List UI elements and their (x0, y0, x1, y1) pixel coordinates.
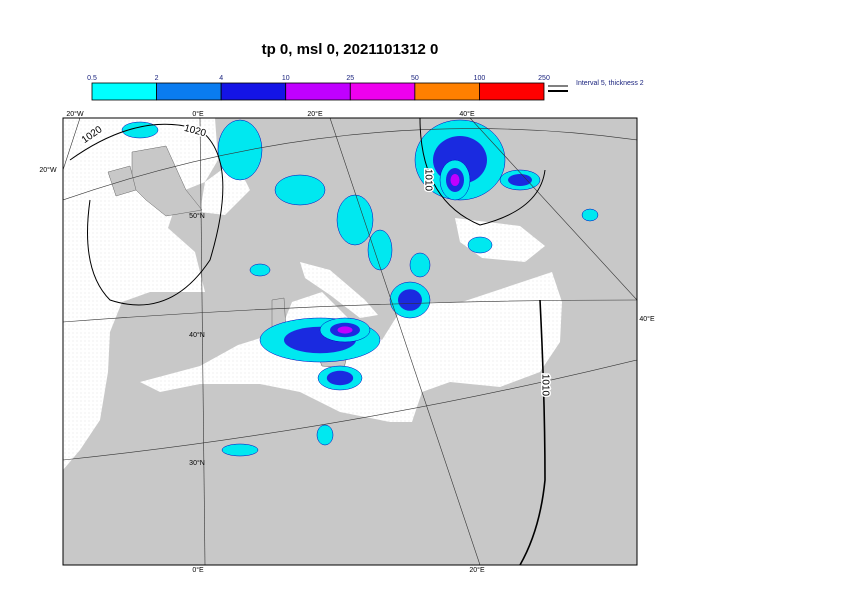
precip-area (467, 236, 493, 254)
precip-peak (337, 326, 353, 334)
precip-area (121, 121, 159, 139)
colorbar-box (91, 82, 157, 101)
precip-area (274, 174, 326, 206)
colorbar: 0.5 2 4 10 25 50 100 250 (87, 75, 550, 101)
lon-label: 0°E (192, 566, 204, 574)
lat-label: 40°E (639, 315, 655, 323)
title: tp 0, msl 0, 2021101312 0 (262, 41, 439, 58)
isobar-label: 1010 (422, 169, 433, 192)
precipitation (121, 119, 599, 457)
colorbar-label: 10 (282, 75, 290, 82)
map (63, 118, 637, 565)
lon-label: 0°E (192, 110, 204, 118)
colorbar-label: 250 (538, 75, 550, 82)
frame (62, 117, 638, 566)
colorbar-label: 100 (474, 75, 486, 82)
lat-label: 20°W (39, 166, 57, 174)
colorbar-label: 25 (346, 75, 354, 82)
precip-area (221, 443, 259, 457)
atlantic (63, 118, 218, 470)
colorbar-label: 0.5 (87, 75, 97, 82)
colorbar-label: 50 (411, 75, 419, 82)
lat-label: 30°N (189, 459, 205, 467)
colorbar-label: 4 (219, 75, 223, 82)
lon-label: 20°E (307, 110, 323, 118)
precip-core (398, 289, 422, 311)
precip-area (581, 208, 599, 222)
colorbar-label: 2 (155, 75, 159, 82)
adriatic (300, 262, 378, 318)
precip-core (508, 174, 532, 186)
precip-area (316, 424, 334, 446)
colorbar-box (156, 82, 222, 101)
colorbar-box (479, 82, 545, 101)
colorbar-box (349, 82, 416, 101)
graticule (63, 118, 637, 565)
precip-area (217, 119, 263, 181)
colorbar-box (414, 82, 480, 101)
isobar-label: 1010 (539, 374, 550, 397)
precip-core (326, 370, 354, 386)
colorbar-box (285, 82, 351, 101)
precip-area (367, 229, 393, 271)
lon-label: 20°W (66, 110, 84, 118)
lon-label: 40°E (459, 110, 475, 118)
precip-area (409, 252, 431, 278)
colorbar-box (220, 82, 287, 101)
isobars (69, 118, 546, 565)
lon-label: 20°E (469, 566, 485, 574)
legend-text: Interval 5, thickness 2 (576, 80, 644, 87)
lat-label: 40°N (189, 331, 205, 339)
lat-label: 50°N (189, 212, 205, 220)
precip-area (249, 263, 271, 277)
precip-peak (450, 174, 460, 186)
precip-area (336, 194, 374, 246)
